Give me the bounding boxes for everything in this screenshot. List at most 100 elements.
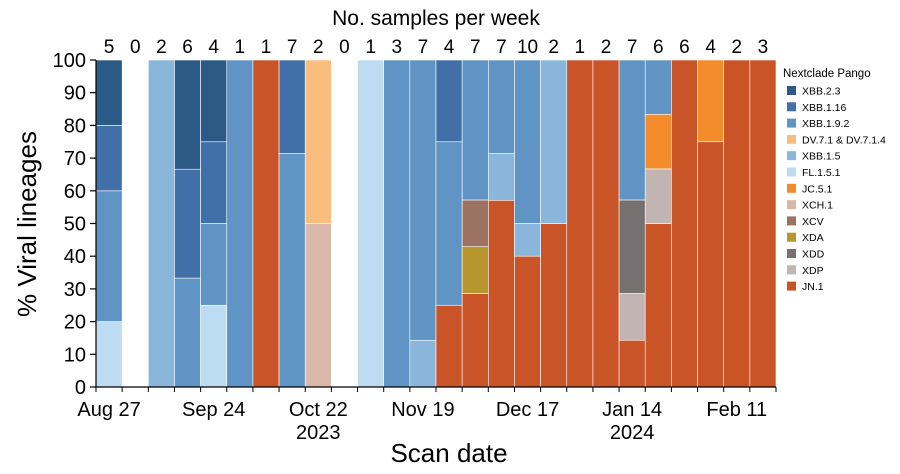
sample-count-label: 2	[156, 37, 167, 58]
bar-segment-fl-1-5-1	[95, 321, 123, 388]
bar-segment-xbb-1-9-2	[488, 59, 515, 154]
bar-segment-xbb-1-5	[514, 223, 541, 257]
sample-count-label: 3	[391, 37, 402, 58]
y-tick-label: 90	[64, 83, 86, 105]
bar-segment-xbb-1-16	[174, 168, 201, 279]
bar-segment-xbb-1-9-2	[435, 141, 463, 306]
legend-label: XBB.1.9.2	[802, 118, 849, 130]
bar-segment-xbb-1-16	[278, 59, 306, 154]
sample-count-label: 6	[653, 37, 664, 58]
x-tick-label: Sep 24	[182, 399, 245, 421]
sample-count-label: 1	[575, 37, 586, 58]
year-label: 2023	[296, 422, 341, 444]
bar-segment-xbb-1-9-2	[200, 223, 228, 306]
bar-segment-xch-1	[304, 223, 332, 388]
legend-swatch	[787, 232, 796, 242]
bar-segment-xbb-1-9-2	[95, 190, 123, 322]
sample-count-label: 0	[339, 37, 350, 58]
sample-count-label: 4	[705, 37, 716, 58]
sample-count-label: 1	[365, 37, 376, 58]
legend-label: XDD	[802, 249, 825, 261]
legend-label: XCH.1	[802, 200, 833, 212]
bar-segment-jn-1	[749, 59, 777, 388]
bar-segment-jn-1	[592, 59, 620, 388]
sample-count-label: 7	[418, 37, 429, 58]
bar-segment-xbb-1-9-2	[461, 59, 489, 201]
bar-segment-jn-1	[644, 223, 672, 388]
bar-segment-xbb-1-16	[200, 141, 228, 224]
sample-count-label: 3	[758, 37, 769, 58]
legend-swatch	[787, 183, 796, 193]
bar-segment-xbb-1-5	[148, 59, 175, 388]
sample-count-label: 0	[130, 37, 141, 58]
sample-count-label: 7	[627, 37, 638, 58]
bar-segment-jc-5-1	[697, 59, 724, 143]
legend-swatch	[787, 281, 796, 291]
x-tick-label: Jan 14	[602, 399, 662, 421]
legend-swatch	[787, 151, 796, 161]
legend-swatch	[787, 167, 796, 177]
bar-segment-xbb-2-3	[95, 59, 123, 126]
x-tick-label: Feb 11	[706, 399, 767, 421]
legend-label: JC.5.1	[802, 183, 833, 195]
legend-swatch	[787, 265, 796, 275]
bar-segment-xbb-1-9-2	[618, 59, 646, 201]
y-tick-label: 40	[64, 246, 86, 268]
y-tick-label: 50	[64, 214, 86, 236]
sample-count-label: 2	[731, 37, 742, 58]
y-tick-label: 10	[64, 344, 86, 366]
bar-segment-xbb-1-9-2	[514, 59, 541, 224]
sample-count-label: 10	[517, 37, 538, 58]
y-tick-label: 100	[53, 50, 86, 72]
bar-segment-jn-1	[566, 59, 594, 388]
bar-segment-xdp	[618, 293, 646, 341]
legend-label: DV.7.1 & DV.7.1.4	[802, 134, 886, 146]
bar-segment-xcv	[461, 199, 489, 248]
y-tick-label: 20	[64, 312, 86, 334]
sample-count-label: 2	[313, 37, 324, 58]
bar-segment-jn-1	[252, 59, 280, 388]
year-label: 2024	[610, 422, 655, 444]
legend-swatch	[787, 118, 796, 128]
bar-segment-jn-1	[618, 339, 646, 388]
sample-count-label: 6	[679, 37, 690, 58]
bar-segment-xbb-1-9-2	[174, 277, 201, 388]
bar-segment-jc-5-1	[644, 113, 672, 170]
sample-count-label: 5	[104, 37, 115, 58]
bar-segment-jn-1	[723, 59, 751, 388]
sample-count-label: 2	[601, 37, 612, 58]
bar-segment-xbb-2-3	[174, 59, 201, 170]
bar-segment-fl-1-5-1	[357, 59, 384, 388]
legend-label: JN.1	[802, 281, 824, 293]
bar-segment-xbb-1-16	[95, 125, 123, 192]
sample-count-label: 1	[261, 37, 272, 58]
sample-count-label: 7	[470, 37, 481, 58]
x-tick-label: Oct 22	[289, 399, 348, 421]
legend-swatch	[787, 249, 796, 258]
y-tick-label: 0	[75, 377, 86, 399]
bar-segment-jn-1	[540, 223, 568, 388]
bar-segment-xbb-2-3	[200, 59, 228, 143]
y-tick-label: 70	[64, 148, 86, 170]
legend-swatch	[787, 200, 796, 210]
legend-label: XDP	[802, 265, 824, 277]
bar-segment-jn-1	[488, 199, 515, 388]
x-tick-label: Nov 19	[391, 399, 454, 421]
sample-count-label: 6	[182, 37, 193, 58]
legend-label: XBB.2.3	[802, 86, 841, 98]
sample-count-label: 7	[496, 37, 507, 58]
bar-segment-xda	[461, 246, 489, 294]
bar-segment-xbb-1-9-2	[278, 153, 306, 388]
bar-segment-xbb-1-5	[540, 59, 568, 224]
legend-swatch	[787, 102, 796, 112]
x-tick-label: Dec 17	[496, 399, 559, 421]
bar-segment-xbb-1-5	[409, 339, 437, 388]
x-tick-label: Aug 27	[77, 399, 140, 421]
bar-segment-fl-1-5-1	[200, 304, 228, 388]
y-tick-label: 80	[64, 115, 86, 137]
x-axis-label: Scan date	[390, 438, 507, 468]
sample-count-label: 4	[444, 37, 455, 58]
legend-swatch	[787, 216, 796, 226]
bar-segment-xbb-1-9-2	[644, 59, 672, 115]
legend-label: XCV	[802, 216, 824, 228]
